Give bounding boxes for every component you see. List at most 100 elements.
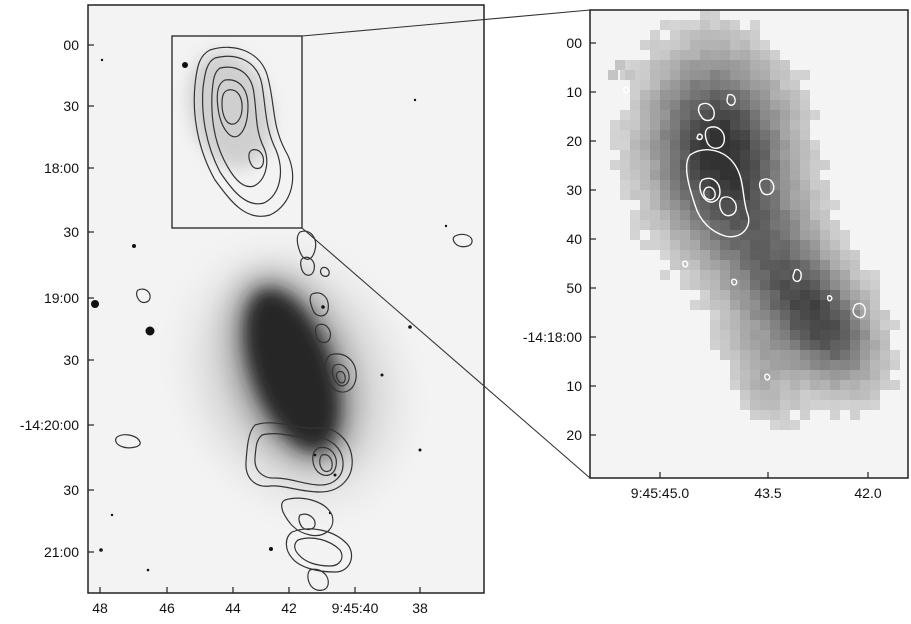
pixel-cell [710, 20, 720, 30]
pixel-cell [840, 300, 850, 310]
left-y-tick-label: 30 [63, 224, 79, 240]
pixel-cell [780, 370, 790, 380]
pixel-cell [810, 240, 820, 250]
pixel-cell [730, 360, 740, 370]
pixel-cell [800, 160, 810, 170]
pixel-cell [640, 190, 650, 200]
pixel-cell [650, 80, 660, 90]
pixel-cell [830, 300, 840, 310]
pixel-cell [630, 80, 640, 90]
pixel-cell [830, 290, 840, 300]
pixel-cell [870, 350, 880, 360]
pixel-cell [750, 100, 760, 110]
pixel-cell [820, 400, 830, 410]
pixel-cell [820, 210, 830, 220]
pixel-cell [760, 240, 770, 250]
pixel-cell [810, 340, 820, 350]
pixel-cell [720, 300, 730, 310]
pixel-cell [740, 280, 750, 290]
pixel-cell [770, 180, 780, 190]
pixel-cell [700, 20, 710, 30]
pixel-cell [690, 70, 700, 80]
pixel-cell [700, 100, 710, 110]
pixel-cell [830, 250, 840, 260]
pixel-cell [750, 320, 760, 330]
pixel-cell [700, 160, 710, 170]
pixel-cell [760, 270, 770, 280]
pixel-cell [740, 160, 750, 170]
pixel-cell [800, 310, 810, 320]
pixel-cell [730, 20, 740, 30]
pixel-cell [800, 150, 810, 160]
pixel-cell [780, 220, 790, 230]
pixel-cell [710, 250, 720, 260]
pixel-cell [640, 60, 650, 70]
pixel-cell [760, 280, 770, 290]
pixel-cell [740, 50, 750, 60]
pixel-cell [780, 280, 790, 290]
pixel-cell [810, 230, 820, 240]
pixel-cell [750, 190, 760, 200]
pixel-cell [760, 50, 770, 60]
pixel-cell [700, 50, 710, 60]
pixel-cell [760, 310, 770, 320]
pixel-cell [800, 130, 810, 140]
pixel-cell [740, 210, 750, 220]
pixel-cell [830, 240, 840, 250]
left-x-ticks [99, 587, 421, 593]
pixel-cell [800, 370, 810, 380]
pixel-cell [780, 250, 790, 260]
pixel-cell [820, 360, 830, 370]
pixel-cell [750, 110, 760, 120]
pixel-cell [650, 50, 660, 60]
zoom-connectors [301, 9, 591, 479]
pixel-cell [780, 150, 790, 160]
pixel-cell [750, 360, 760, 370]
pixel-cell [650, 180, 660, 190]
right-x-ticks [659, 472, 869, 478]
pixel-cell [700, 180, 710, 190]
pixel-cell [700, 280, 710, 290]
zoom-connector-bottom [301, 227, 591, 479]
pixel-cell [750, 270, 760, 280]
pixel-cell [770, 170, 780, 180]
pixel-cell [830, 270, 840, 280]
pixel-cell [790, 240, 800, 250]
pixel-cell [780, 340, 790, 350]
pixel-cell [770, 150, 780, 160]
pixel-cell [660, 220, 670, 230]
pixel-cell [840, 380, 850, 390]
pixel-cell [690, 210, 700, 220]
pixel-cell [720, 270, 730, 280]
right-y-tick-label: 40 [566, 231, 582, 247]
pixel-cell [660, 70, 670, 80]
pixel-cell [780, 170, 790, 180]
pixel-cell [670, 260, 680, 270]
pixel-cell [810, 140, 820, 150]
pixel-cell [680, 220, 690, 230]
pixel-cell [730, 30, 740, 40]
pixel-cell [750, 250, 760, 260]
pixel-cell [750, 180, 760, 190]
pixel-cell [770, 280, 780, 290]
right-y-tick-label: 30 [566, 182, 582, 198]
pixel-cell [760, 180, 770, 190]
pixel-cell [770, 130, 780, 140]
pixel-cell [660, 40, 670, 50]
pixel-cell [750, 40, 760, 50]
pixel-cell [770, 200, 780, 210]
pixel-cell [710, 100, 720, 110]
pixel-cell [680, 280, 690, 290]
pixel-cell [630, 210, 640, 220]
pixel-cell [820, 180, 830, 190]
pixel-cell [820, 290, 830, 300]
pixel-cell [740, 250, 750, 260]
pixel-cell [800, 410, 810, 420]
pixel-cell [850, 350, 860, 360]
pixel-cell [730, 300, 740, 310]
pixel-cell [760, 210, 770, 220]
pixel-cell [630, 170, 640, 180]
pixel-cell [690, 80, 700, 90]
pixel-cell [680, 100, 690, 110]
pixel-cell [770, 310, 780, 320]
